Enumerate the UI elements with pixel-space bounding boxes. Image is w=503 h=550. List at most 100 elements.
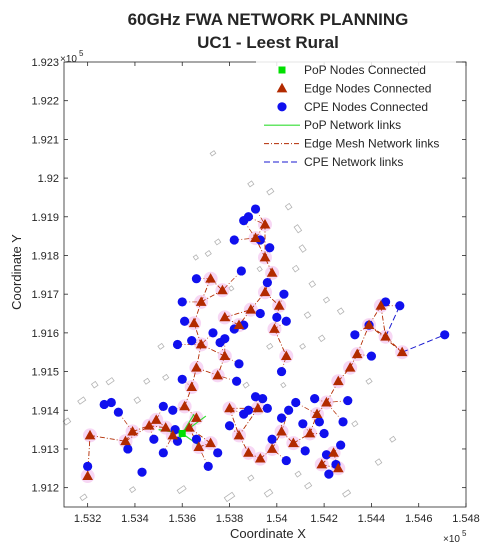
building-outline [317, 334, 326, 343]
edge-mesh-link [274, 328, 287, 357]
building-outline [133, 396, 142, 405]
cpe-node [281, 316, 291, 326]
cpe-node [123, 444, 133, 454]
cpe-node [324, 469, 334, 479]
cpe-node [321, 450, 332, 460]
building-outline [304, 481, 313, 490]
edge-mesh-link [193, 301, 202, 324]
cpe-node [314, 417, 324, 427]
x-axis-label: Coordinate X [230, 526, 306, 541]
cpe-node [187, 336, 197, 346]
cpe-node [265, 243, 275, 253]
y-exponent-power: 5 [79, 49, 84, 58]
building-outline [266, 187, 275, 196]
building-outline [365, 377, 373, 385]
y-tick-label: 1.913 [31, 444, 59, 456]
edge-node [160, 422, 172, 432]
cpe-node [113, 407, 123, 417]
y-tick-label: 1.918 [31, 250, 59, 262]
edge-mesh-link [89, 434, 126, 442]
cpe-node [366, 351, 377, 361]
edge-node [188, 317, 200, 328]
edge-node [84, 429, 96, 440]
y-tick-label: 1.919 [31, 212, 59, 224]
y-tick-label: 1.915 [31, 367, 59, 379]
x-tick-label: 1.548 [452, 513, 480, 525]
edge-node [332, 462, 344, 473]
building-outline [294, 470, 302, 478]
building-outline [192, 254, 199, 261]
chart-subtitle: UC1 - Leest Rural [197, 33, 339, 52]
building-outline [204, 250, 212, 258]
building-outline [105, 377, 115, 386]
cpe-node [300, 446, 310, 456]
edge-node [150, 414, 162, 424]
cpe-node [258, 394, 268, 404]
edge-mesh-link [271, 431, 282, 450]
edge-node [184, 422, 195, 432]
building-outline [280, 381, 287, 389]
edge-mesh-link [250, 291, 266, 310]
x-tick-label: 1.532 [74, 513, 102, 525]
building-outline [266, 342, 274, 350]
building-outline [228, 285, 235, 292]
cpe-node [213, 448, 223, 458]
y-tick-label: 1.914 [31, 405, 59, 417]
edge-node [280, 350, 292, 361]
x-tick-label: 1.542 [310, 513, 338, 525]
building-outline [322, 296, 331, 304]
legend-background [256, 59, 456, 174]
building-outline [303, 311, 312, 319]
edge-node [276, 425, 287, 436]
building-outline [143, 377, 151, 385]
cpe-node [336, 440, 346, 450]
cpe-node [234, 359, 244, 369]
legend-label: CPE Network links [304, 155, 403, 169]
edge-mesh-link [229, 408, 240, 436]
y-tick-label: 1.917 [31, 289, 59, 301]
y-tick-label: 1.922 [31, 96, 59, 108]
edge-node [252, 402, 264, 413]
y-exponent-label: ×10 5 [60, 49, 84, 65]
edge-mesh-link [87, 435, 91, 477]
x-tick-label: 1.544 [358, 513, 386, 525]
edge-node [259, 218, 271, 229]
x-axis: 1.532 1.534 1.536 1.538 1.54 1.542 1.544 1.546 1… [74, 62, 480, 525]
cpe-node [395, 301, 405, 311]
y-exponent-base: ×10 [60, 54, 77, 65]
legend-label: Edge Mesh Network links [304, 137, 439, 151]
edge-node [212, 369, 224, 380]
cpe-node [310, 394, 320, 404]
building-outline [214, 238, 222, 246]
legend-cpe-marker [277, 102, 287, 112]
building-outline [263, 488, 274, 498]
nodes-layer [82, 204, 450, 480]
edge-node [127, 425, 138, 436]
edge-node [380, 331, 391, 341]
x-tick-label: 1.538 [216, 513, 244, 525]
edge-node [245, 304, 257, 314]
cpe-node [319, 428, 329, 439]
chart-titles: 60GHz FWA NETWORK PLANNING UC1 - Leest R… [128, 10, 409, 52]
edge-node [233, 429, 245, 440]
cpe-node [158, 448, 168, 458]
edge-node [191, 362, 202, 372]
edge-node [396, 346, 408, 357]
cpe-node [177, 374, 187, 384]
edge-node [316, 458, 328, 469]
building-outline [62, 417, 72, 426]
cpe-node [106, 397, 116, 408]
edge-node [321, 396, 332, 407]
edge-node [193, 441, 205, 451]
cpe-node [291, 397, 301, 408]
building-outline [90, 380, 99, 389]
legend-label: PoP Nodes Connected [304, 63, 426, 77]
building-outline [342, 489, 352, 498]
cpe-network-link [385, 305, 401, 337]
edge-node [186, 381, 198, 391]
edge-node [205, 273, 216, 283]
legend-label: CPE Nodes Connected [304, 100, 428, 114]
cpe-node [284, 405, 294, 415]
y-axis: 1.912 1.913 1.914 1.915 1.916 1.917 1.918 1.919… [31, 57, 466, 495]
